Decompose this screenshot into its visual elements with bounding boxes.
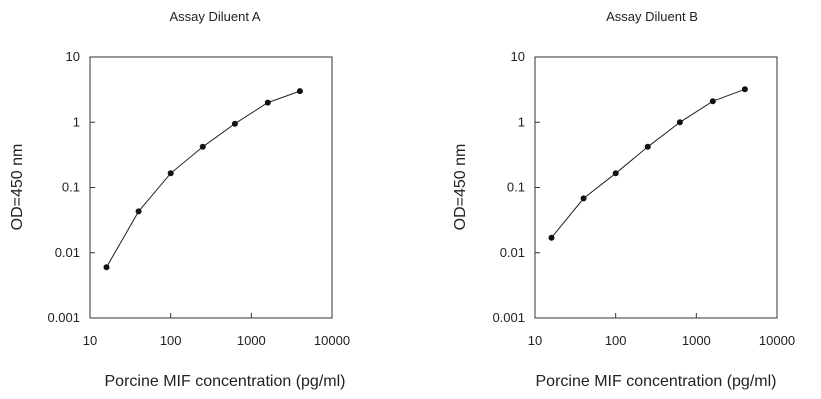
chart-title: Assay Diluent A: [169, 9, 260, 24]
data-point: [644, 143, 651, 150]
data-series: [548, 86, 748, 241]
y-tick-label: 10: [66, 49, 80, 64]
x-axis-title: Porcine MIF concentration (pg/ml): [105, 373, 346, 390]
y-tick-label: 0.001: [47, 310, 80, 325]
axis-ticks: 10 100 1000 10000 0.001 0.01 0.1 1 10: [47, 49, 350, 348]
x-tick-label: 100: [605, 333, 627, 348]
data-series: [103, 88, 303, 271]
data-point: [199, 143, 206, 150]
data-point: [231, 120, 238, 127]
chart-title: Assay Diluent B: [606, 9, 698, 24]
y-tick-label: 0.1: [507, 180, 525, 195]
x-tick-label: 10000: [759, 333, 795, 348]
x-tick-label: 10: [528, 333, 542, 348]
y-tick-label: 0.01: [55, 245, 80, 260]
y-tick-label: 1: [73, 114, 80, 129]
data-point: [709, 98, 716, 105]
data-point: [548, 234, 555, 241]
data-point: [580, 195, 587, 202]
x-axis-title: Porcine MIF concentration (pg/ml): [536, 373, 777, 390]
x-tick-label: 100: [160, 333, 182, 348]
chart-assay-diluent-a: Assay Diluent A OD=450 nm 10 100 1000 10000…: [9, 9, 350, 390]
x-tick-label: 1000: [682, 333, 711, 348]
chart-assay-diluent-b: Assay Diluent B OD=450 nm 10 100 1000 10000…: [452, 9, 795, 390]
y-tick-label: 0.01: [500, 245, 525, 260]
plot-area: [89, 56, 333, 319]
y-tick-label: 1: [518, 114, 525, 129]
y-tick-label: 10: [511, 49, 525, 64]
data-point: [103, 264, 110, 271]
axis-ticks: 10 100 1000 10000 0.001 0.01 0.1 1 10: [492, 49, 795, 348]
x-tick-label: 1000: [237, 333, 266, 348]
y-axis-title: OD=450 nm: [452, 144, 469, 231]
data-point: [676, 119, 683, 126]
data-point: [167, 170, 174, 177]
y-tick-label: 0.001: [492, 310, 525, 325]
data-point: [264, 99, 271, 106]
y-axis-title: OD=450 nm: [9, 144, 26, 231]
y-tick-label: 0.1: [62, 180, 80, 195]
plot-area: [534, 56, 778, 319]
x-tick-label: 10000: [314, 333, 350, 348]
data-point: [296, 88, 303, 95]
x-tick-label: 10: [83, 333, 97, 348]
data-point: [135, 208, 142, 215]
data-point: [741, 86, 748, 93]
data-point: [612, 170, 619, 177]
